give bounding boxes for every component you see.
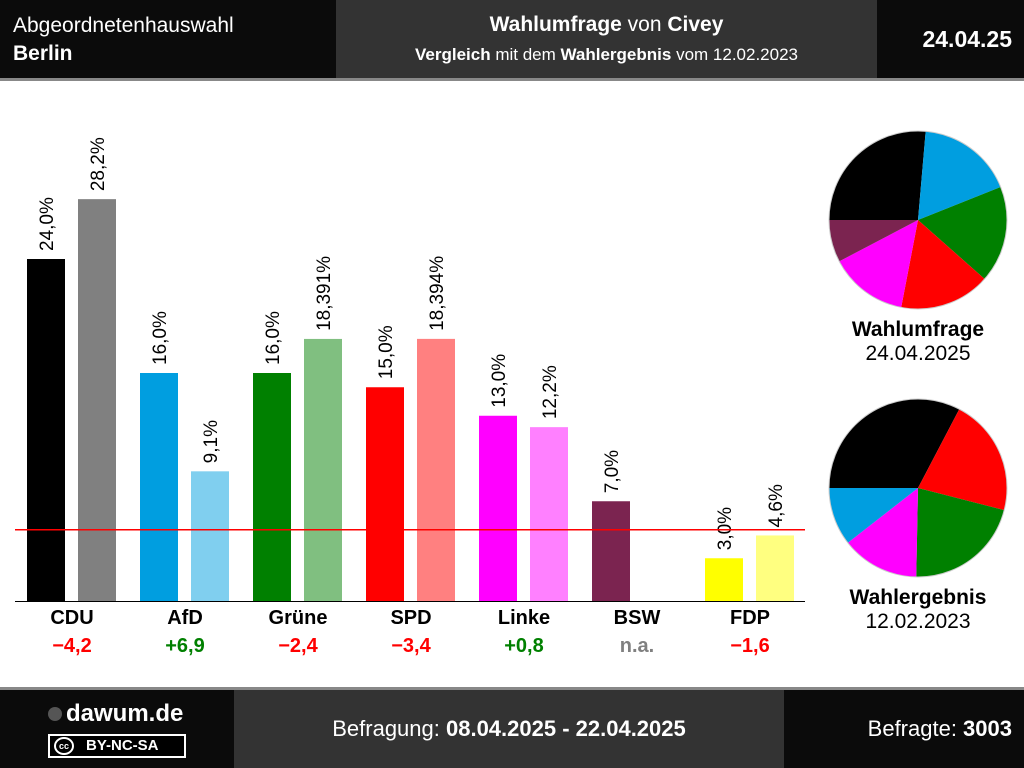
license-text: BY-NC-SA: [86, 737, 159, 754]
footer: dawum.de cc BY-NC-SA Befragung: 08.04.202…: [0, 690, 1024, 768]
bar-Linke-0: [479, 415, 517, 601]
period-label: Befragung:: [332, 716, 446, 741]
brand-name: dawum.de: [66, 700, 184, 727]
bar-chart: 24,0% 28,2% CDU −4,2 16,0% 9,1% AfD +6,9 16,0% 18…: [15, 137, 805, 657]
difference-label: +0,8: [504, 635, 543, 657]
survey-period: Befragung: 08.04.2025 - 22.04.2025: [234, 690, 784, 768]
subtitle-bold1: Vergleich: [414, 45, 491, 64]
pie-slice-Linke: [847, 488, 918, 577]
election-title: Abgeordnetenhauswahl Berlin: [13, 12, 234, 68]
data-label: 13,0%: [489, 354, 510, 408]
pie-label-poll: Wahlumfrage 24.04.2025: [820, 318, 1016, 366]
data-label: 15,0%: [376, 325, 397, 379]
category-label: FDP: [730, 607, 770, 629]
difference-label: −2,4: [278, 635, 318, 657]
bar-Linke-1: [530, 427, 568, 601]
bar-SPD-0: [366, 387, 404, 601]
pie-slice-CDU: [829, 130, 926, 220]
category-label: BSW: [614, 607, 661, 629]
data-label: 3,0%: [715, 507, 736, 550]
pie-date: 24.04.2025: [865, 342, 971, 365]
poll-subtitle: Vergleich mit dem Wahlergebnis vom 12.02…: [336, 45, 877, 65]
bar-Grüne-1: [304, 338, 342, 601]
data-label: 28,2%: [88, 137, 109, 191]
pie-title: Wahlumfrage: [851, 318, 985, 341]
license-badge[interactable]: cc BY-NC-SA: [48, 734, 186, 758]
bar-BSW-0: [592, 501, 630, 601]
pie-logo-icon: [48, 707, 62, 721]
difference-label: −4,2: [52, 635, 91, 657]
bar-FDP-0: [705, 558, 743, 601]
poll-title: Wahlumfrage von Civey: [336, 13, 877, 37]
pie-slice-CDU: [829, 399, 960, 488]
pie-slice-Grüne: [916, 488, 1005, 577]
divider: [0, 78, 1024, 81]
election-name: Abgeordnetenhauswahl: [13, 14, 234, 37]
pollster: Civey: [667, 13, 724, 36]
difference-label: n.a.: [620, 635, 654, 657]
pie-chart-poll: [828, 130, 1008, 310]
pie-outline: [828, 130, 1008, 310]
bar-SPD-1: [417, 338, 455, 601]
pie-slice-SPD: [901, 220, 985, 309]
data-label: 16,0%: [150, 311, 171, 365]
pie-label-result: Wahlergebnis 12.02.2023: [820, 586, 1016, 634]
pie-slice-BSW: [829, 220, 918, 262]
bar-CDU-1: [78, 199, 116, 601]
pie-slice-AfD: [829, 488, 918, 543]
bar-Grüne-0: [253, 373, 291, 601]
bar-FDP-1: [756, 535, 794, 601]
poll-title-mid: von: [621, 13, 668, 36]
pie-slice-AfD: [918, 131, 1001, 220]
pie-date: 12.02.2023: [865, 610, 971, 633]
category-label: Linke: [498, 607, 550, 629]
header-center: Wahlumfrage von Civey Vergleich mit dem …: [336, 0, 877, 78]
pie-slice-Grüne: [918, 187, 1007, 280]
bar-CDU-0: [27, 259, 65, 601]
data-label: 7,0%: [602, 450, 623, 493]
bar-AfD-0: [140, 373, 178, 601]
data-label: 18,391%: [314, 256, 335, 331]
difference-label: +6,9: [165, 635, 204, 657]
pie-slice-SPD: [918, 409, 1007, 511]
subtitle-end: vom 12.02.2023: [671, 45, 798, 64]
data-label: 24,0%: [37, 197, 58, 251]
data-label: 12,2%: [540, 365, 561, 419]
pie-outline: [828, 398, 1008, 578]
difference-label: −1,6: [730, 635, 769, 657]
subtitle-bold2: Wahlergebnis: [560, 45, 672, 64]
pie-title: Wahlergebnis: [849, 586, 987, 609]
election-region: Berlin: [13, 42, 73, 65]
category-label: CDU: [50, 607, 93, 629]
pie-slice-Linke: [839, 220, 918, 308]
data-label: 16,0%: [263, 311, 284, 365]
header: Abgeordnetenhauswahl Berlin Wahlumfrage …: [0, 0, 1024, 78]
respondents: Befragte: 3003: [868, 690, 1012, 768]
period-value: 08.04.2025 - 22.04.2025: [445, 716, 686, 741]
difference-label: −3,4: [391, 635, 431, 657]
category-label: SPD: [390, 607, 431, 629]
bar-AfD-1: [191, 471, 229, 601]
respondents-label: Befragte:: [867, 716, 964, 741]
data-label: 9,1%: [201, 420, 222, 463]
category-label: AfD: [167, 607, 203, 629]
respondents-value: 3003: [963, 716, 1012, 741]
data-label: 18,394%: [427, 256, 448, 331]
category-label: Grüne: [269, 607, 328, 629]
divider: [0, 687, 1024, 690]
header-date: 24.04.25: [922, 26, 1012, 52]
poll-title-bold: Wahlumfrage: [489, 13, 622, 36]
data-label: 4,6%: [766, 484, 787, 527]
cc-icon: cc: [54, 737, 74, 755]
brand-logo[interactable]: dawum.de: [48, 700, 183, 728]
subtitle-mid: mit dem: [490, 45, 561, 64]
pie-chart-result: [828, 398, 1008, 578]
